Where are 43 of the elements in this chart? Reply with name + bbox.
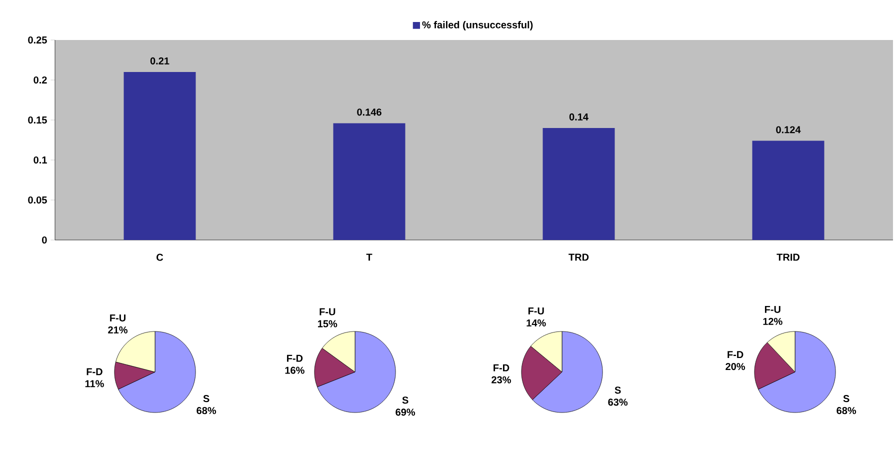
data-label: 23% [492,376,511,384]
bar [542,128,615,240]
y-tick-label: 0.2 [34,76,47,84]
slice-label: F-D [728,351,744,358]
slice-label: F-U [764,306,780,313]
x-tick-label: T [366,254,372,261]
data-label: 16% [285,366,304,374]
bar [333,123,406,240]
data-label: 0.124 [776,126,801,134]
slice-label: F-U [110,314,126,322]
legend-label: % failed (unsuccessful) [422,21,533,30]
data-label: 68% [836,407,856,414]
y-tick-label: 0.25 [28,36,47,44]
data-label: 20% [726,363,746,370]
x-tick-label: C [156,254,164,261]
data-label: 11% [85,380,104,388]
data-label: 15% [318,320,338,328]
y-tick-label: 0.15 [28,116,47,124]
y-tick-label: 0.1 [34,156,47,164]
x-tick-label: TRID [776,254,800,261]
data-label: 0.21 [150,57,170,64]
slice-label: S [402,396,408,404]
slice-label: S [614,386,621,394]
bar [124,72,196,240]
bar [752,140,824,240]
data-label: 21% [108,326,128,334]
slice-label: F-U [320,308,336,316]
data-label: 14% [526,319,546,326]
slice-label: F-D [287,354,303,362]
x-tick-label: TRD [568,254,589,261]
data-label: 69% [396,408,416,416]
y-tick-label: 0.05 [28,196,47,204]
slice-label: F-D [494,364,510,372]
y-tick-label: 0 [42,236,47,244]
data-label: 0.14 [569,113,588,120]
data-label: 63% [608,398,628,406]
data-label: 12% [763,318,782,325]
data-label: 68% [196,407,216,414]
slice-label: S [203,395,210,402]
slice-label: F-U [528,308,544,314]
data-label: 0.146 [357,108,382,116]
slice-label: F-D [86,368,102,376]
slice-label: S [843,395,850,402]
